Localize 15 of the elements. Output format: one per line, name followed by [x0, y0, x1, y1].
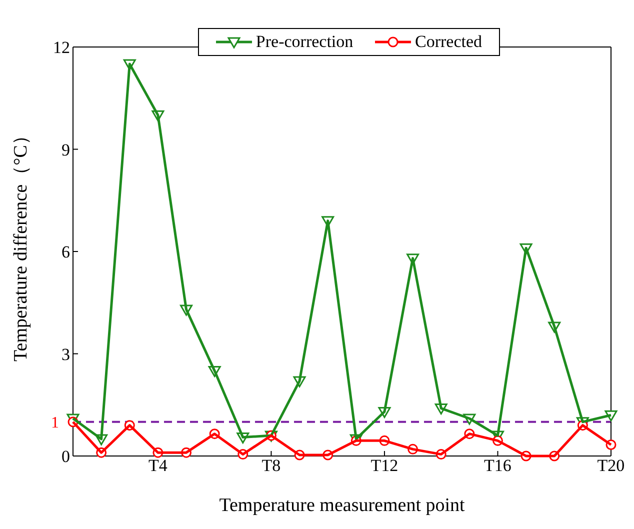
x-tick-label: T20 — [597, 456, 625, 476]
x-tick-label: T8 — [262, 456, 281, 476]
legend-label: Pre-correction — [256, 32, 354, 52]
legend-label: Corrected — [415, 32, 482, 52]
y-tick-label: 9 — [62, 140, 70, 160]
y-tick-label: 6 — [62, 242, 70, 262]
x-tick-label: T4 — [148, 456, 168, 476]
x-axis-title: Temperature measurement point — [219, 495, 466, 516]
y-tick-label: 12 — [53, 38, 70, 58]
x-tick-label: T16 — [484, 456, 512, 476]
y-tick-label: 3 — [62, 344, 70, 364]
ref-line-label: 1 — [51, 414, 59, 432]
x-tick-label: T12 — [370, 456, 398, 476]
y-tick-label: 0 — [62, 447, 70, 466]
y-axis-title: Temperature difference（°C） — [10, 126, 32, 362]
